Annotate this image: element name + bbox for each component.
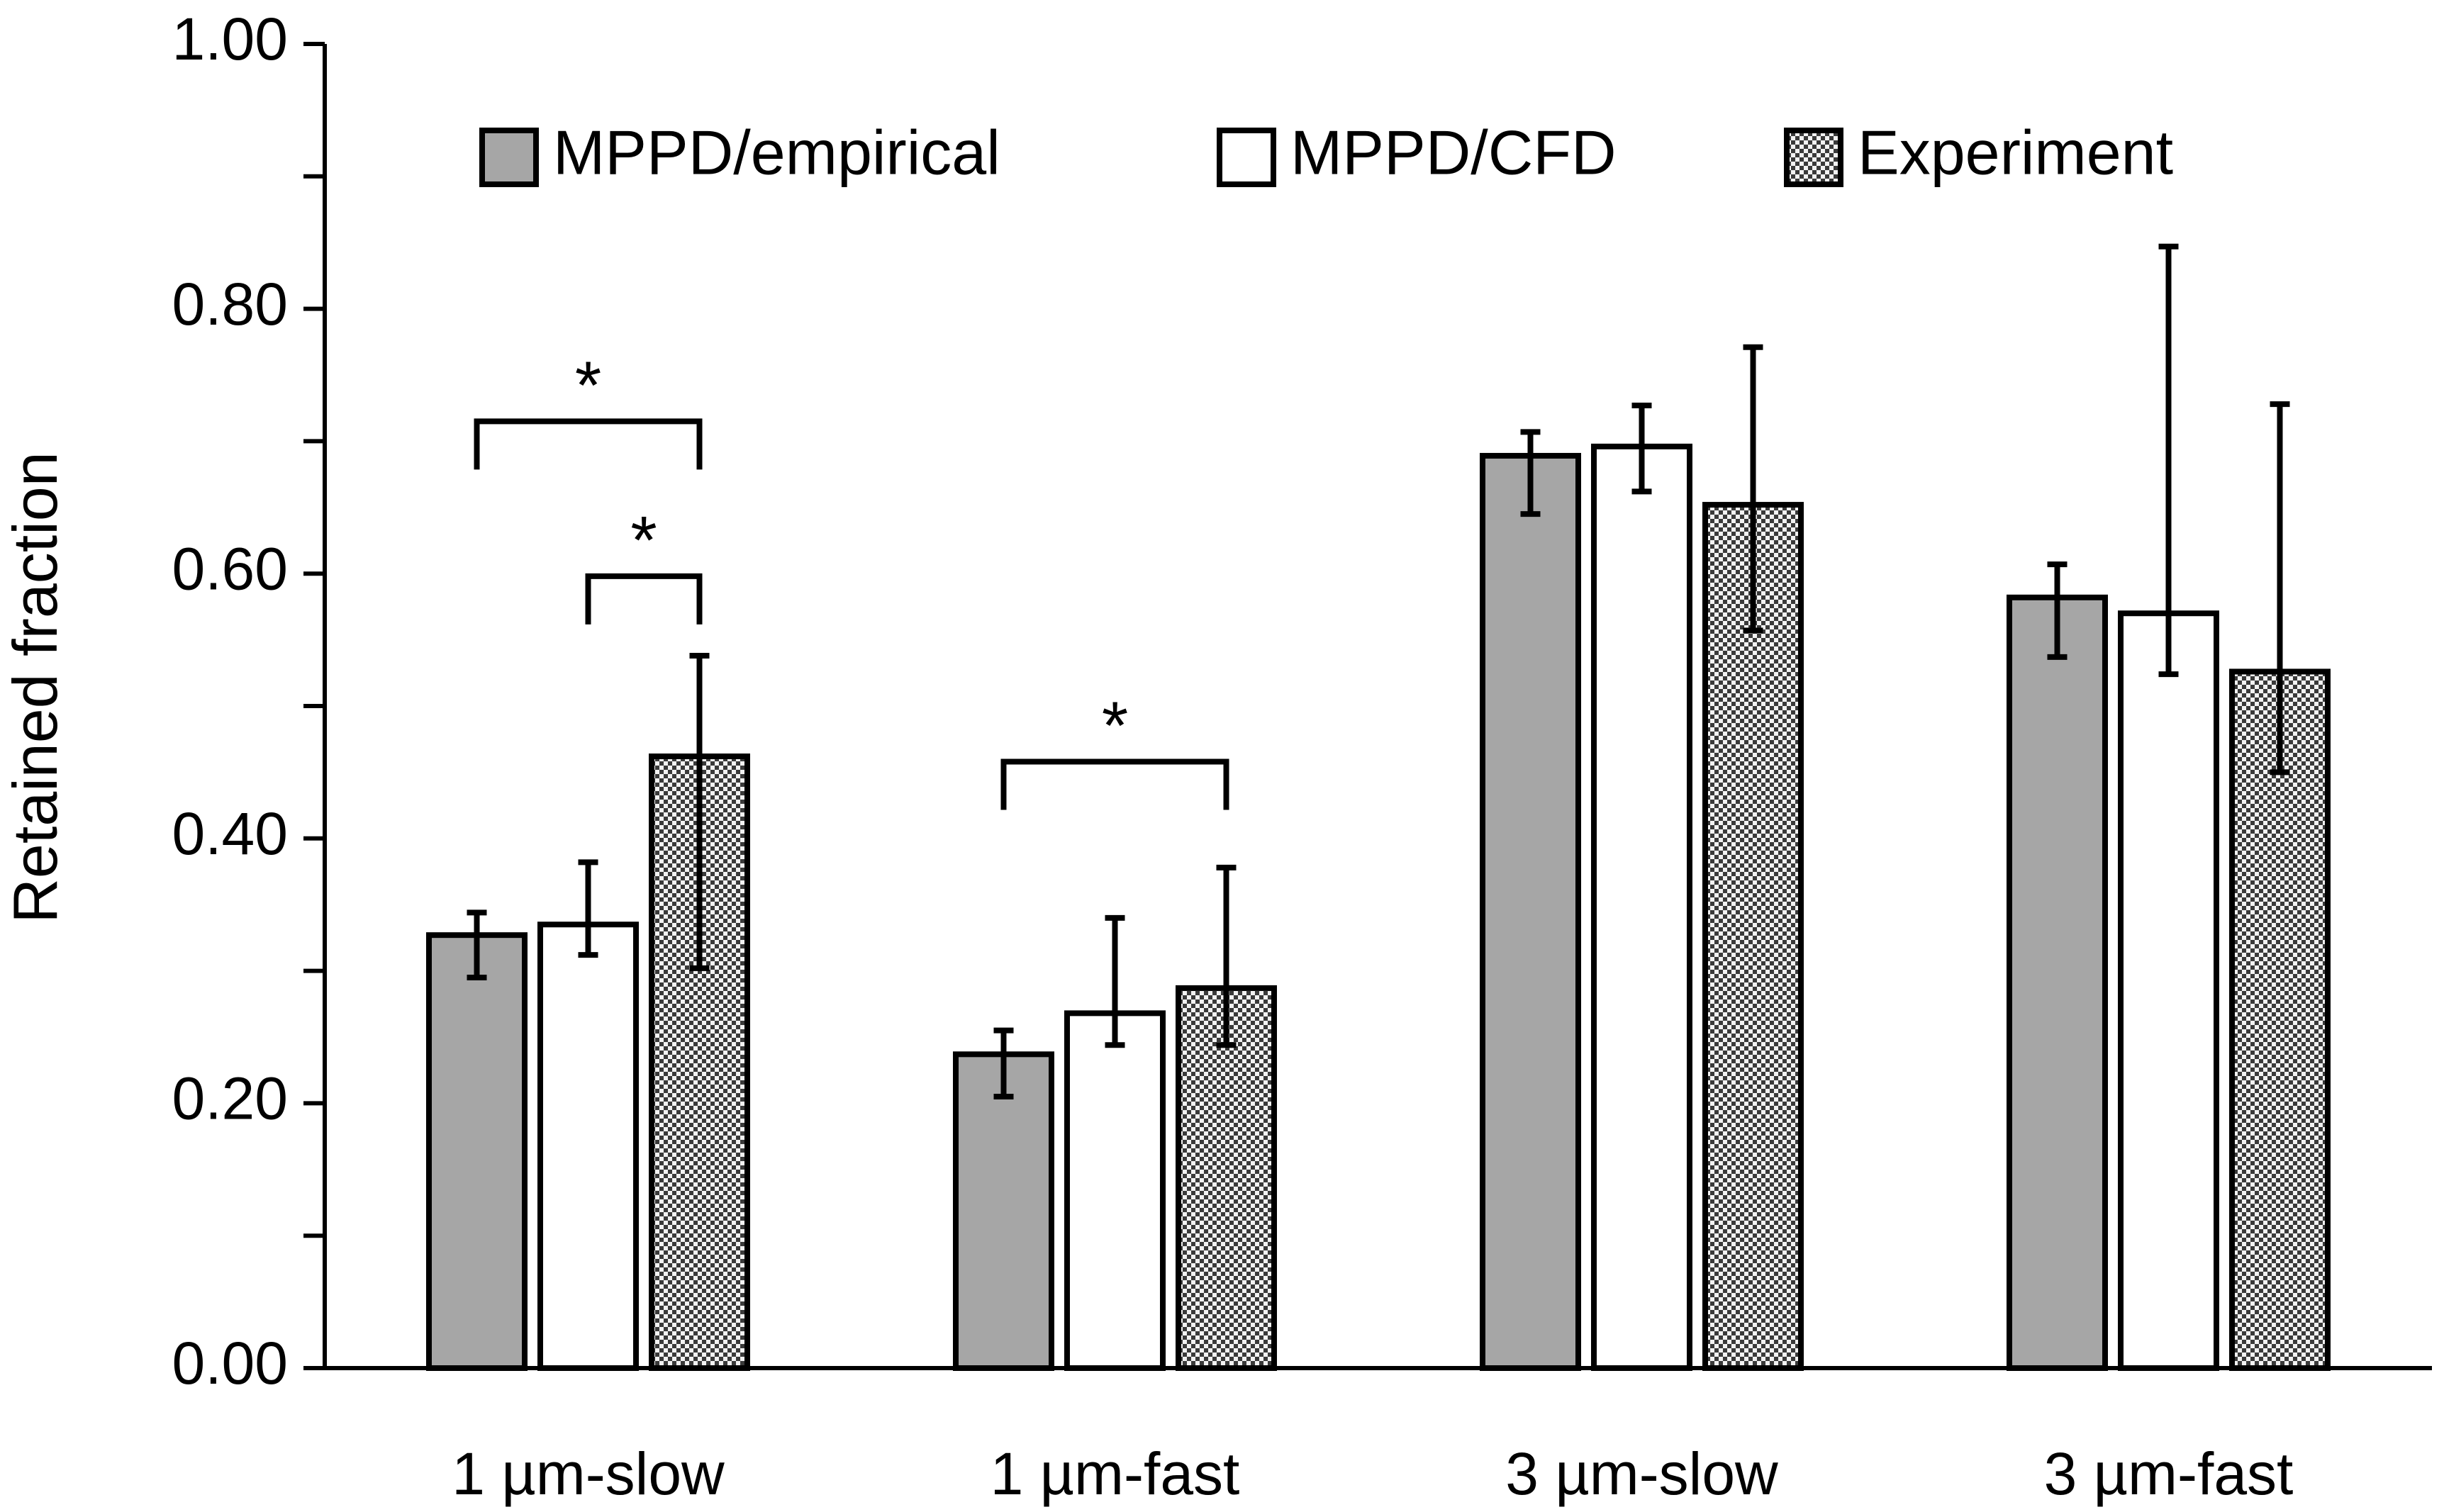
y-tick-label: 0.60 bbox=[172, 535, 289, 602]
x-category-label: 3 µm-fast bbox=[2044, 1440, 2294, 1507]
legend-swatch bbox=[479, 128, 539, 187]
bar-mppd-cfd bbox=[2118, 610, 2219, 1371]
legend: MPPD/empirical MPPD/CFD Experiment bbox=[479, 117, 2173, 187]
significance-bracket bbox=[1000, 758, 1229, 810]
y-tick-label: 0.20 bbox=[172, 1065, 289, 1132]
y-tick-label: 0.40 bbox=[172, 800, 289, 867]
x-category-label: 3 µm-slow bbox=[1505, 1440, 1778, 1507]
bar-mppd-empirical bbox=[426, 932, 528, 1371]
bar-mppd-empirical bbox=[1480, 452, 1581, 1371]
plot-area: 0.00 0.20 0.40 0.60 0.80 1.00 1 µm-slow 1 µm-fa… bbox=[172, 6, 2432, 1507]
legend-label: MPPD/empirical bbox=[553, 117, 1000, 187]
bar-mppd-empirical bbox=[953, 1051, 1054, 1372]
significance-bracket bbox=[585, 573, 703, 625]
y-axis-title: Retained fraction bbox=[0, 452, 70, 923]
legend-swatch bbox=[1784, 128, 1843, 187]
bar-experiment bbox=[1702, 502, 1804, 1372]
bar-mppd-cfd bbox=[1064, 1010, 1166, 1371]
legend-swatch bbox=[1217, 128, 1276, 187]
legend-label: MPPD/CFD bbox=[1290, 117, 1617, 187]
x-category-label: 1 µm-fast bbox=[991, 1440, 1240, 1507]
bar-experiment bbox=[1176, 985, 1277, 1372]
bar-experiment bbox=[2229, 668, 2331, 1371]
y-tick-label: 1.00 bbox=[172, 6, 289, 72]
significance-bracket bbox=[474, 418, 703, 470]
bar-mppd-cfd bbox=[537, 922, 639, 1371]
bar-mppd-empirical bbox=[2007, 594, 2108, 1371]
significance-star: * bbox=[575, 347, 601, 423]
significance-star: * bbox=[630, 503, 657, 578]
y-tick-label: 0.80 bbox=[172, 271, 289, 337]
y-tick-label: 0.00 bbox=[172, 1330, 289, 1396]
significance-star: * bbox=[1102, 688, 1128, 763]
legend-label: Experiment bbox=[1858, 117, 2173, 187]
bar-mppd-cfd bbox=[1591, 443, 1692, 1372]
x-category-label: 1 µm-slow bbox=[452, 1440, 725, 1507]
